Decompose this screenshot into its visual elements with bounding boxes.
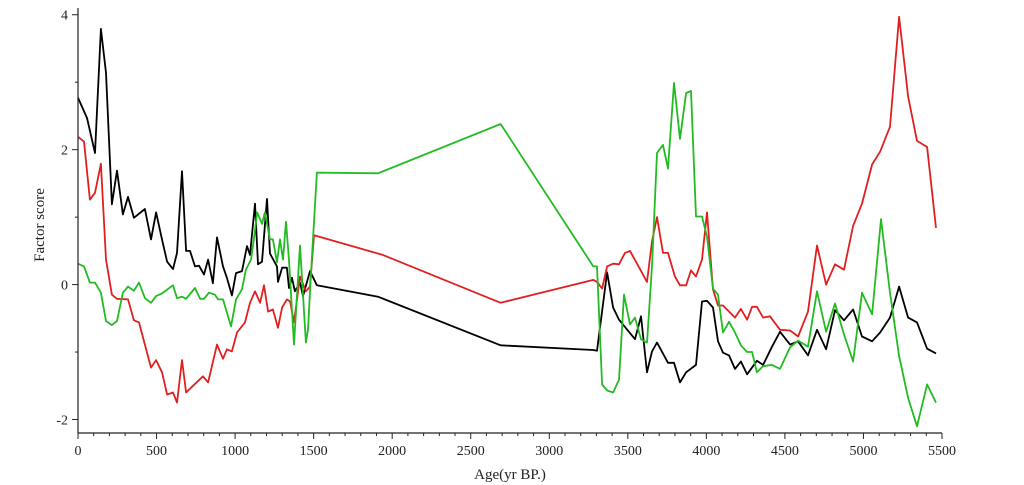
series-line-1 xyxy=(77,27,937,384)
x-tick-label: 2500 xyxy=(457,444,485,459)
series-layer xyxy=(77,15,937,428)
x-axis-title: Age(yr BP.) xyxy=(474,467,546,483)
y-axis-title: Factor score xyxy=(32,188,48,262)
y-tick-label: 0 xyxy=(61,279,68,294)
x-ticks: 0 500 1000 1500 2000 2500 3000 3500 4000 4500 5000… xyxy=(75,433,956,459)
x-tick-label: 500 xyxy=(146,444,167,459)
x-tick-label: 3500 xyxy=(614,444,642,459)
x-tick-label: 3000 xyxy=(535,444,563,459)
series-line-3 xyxy=(77,82,937,428)
x-tick-label: 4500 xyxy=(771,444,799,459)
axes xyxy=(77,8,942,434)
x-tick-label: 5500 xyxy=(928,444,956,459)
y-tick-label: 2 xyxy=(61,144,68,159)
x-tick-label: 4000 xyxy=(692,444,720,459)
y-ticks: -2 0 2 4 xyxy=(56,9,78,429)
x-tick-label: 0 xyxy=(75,444,82,459)
x-tick-label: 2000 xyxy=(378,444,406,459)
x-tick-label: 1500 xyxy=(300,444,328,459)
y-tick-label: -2 xyxy=(56,414,68,429)
x-tick-label: 5000 xyxy=(849,444,877,459)
x-tick-label: 1000 xyxy=(221,444,249,459)
y-tick-label: 4 xyxy=(61,9,68,24)
